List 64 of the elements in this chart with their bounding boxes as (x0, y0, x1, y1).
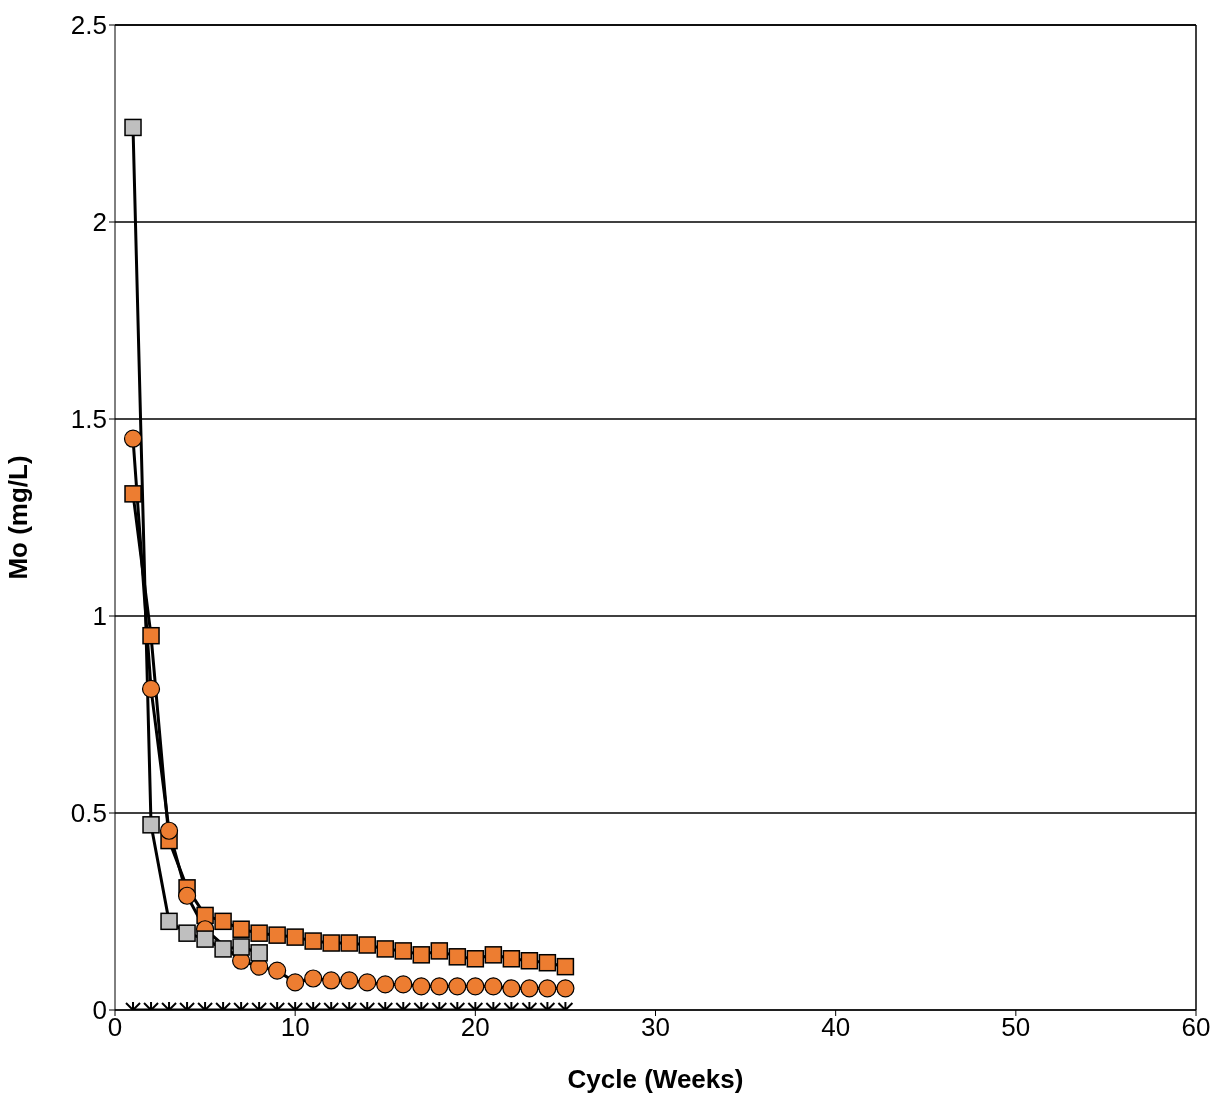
y-tick-label: 2 (92, 207, 107, 238)
point (322, 971, 341, 990)
point (268, 926, 286, 944)
point (394, 975, 413, 994)
point (250, 924, 268, 942)
point (141, 679, 161, 698)
point (232, 938, 250, 956)
point (538, 953, 557, 972)
point (286, 928, 304, 946)
point (304, 932, 322, 950)
x-tick-label: 20 (460, 1012, 490, 1043)
point (358, 973, 377, 992)
point (466, 977, 485, 996)
point (376, 940, 394, 958)
point (430, 942, 449, 960)
y-axis-title: Mo (mg/L) (3, 455, 34, 580)
point (556, 979, 575, 998)
point (502, 950, 521, 968)
point (159, 821, 179, 840)
point (124, 118, 142, 137)
point (376, 975, 395, 994)
point (250, 944, 268, 962)
point (430, 977, 449, 996)
x-tick-label: 10 (280, 1012, 310, 1043)
point (448, 948, 467, 966)
x-tick-label: 50 (1001, 1012, 1031, 1043)
point (322, 934, 340, 952)
x-tick-label: 40 (821, 1012, 851, 1043)
point (214, 940, 232, 958)
y-tick-label: 1.5 (70, 404, 107, 435)
point (448, 977, 467, 996)
point (268, 961, 287, 980)
point (232, 920, 250, 938)
point (394, 942, 413, 960)
point (538, 979, 557, 998)
y-tick-label: 1 (92, 601, 107, 632)
point (412, 946, 431, 964)
x-tick-label: 60 (1181, 1012, 1211, 1043)
point (412, 977, 431, 996)
point (124, 485, 142, 503)
point (160, 912, 178, 931)
point (178, 924, 196, 942)
x-axis-title: Cycle (Weeks) (567, 1064, 744, 1094)
point (520, 952, 539, 970)
point (484, 977, 503, 996)
point (466, 950, 485, 968)
point (304, 969, 323, 988)
point (196, 930, 214, 948)
point (142, 816, 160, 834)
point (556, 957, 575, 976)
point (502, 979, 521, 998)
point (286, 973, 305, 992)
point (123, 429, 143, 448)
point (177, 886, 197, 905)
y-tick-label: 2.5 (70, 10, 107, 41)
point (520, 979, 539, 998)
x-tick-label: 30 (641, 1012, 670, 1043)
point (340, 934, 358, 952)
point (484, 946, 503, 964)
y-tick-label: 0.5 (70, 798, 107, 829)
point (340, 971, 359, 990)
point (142, 626, 160, 645)
point (214, 912, 232, 931)
point (358, 936, 376, 954)
